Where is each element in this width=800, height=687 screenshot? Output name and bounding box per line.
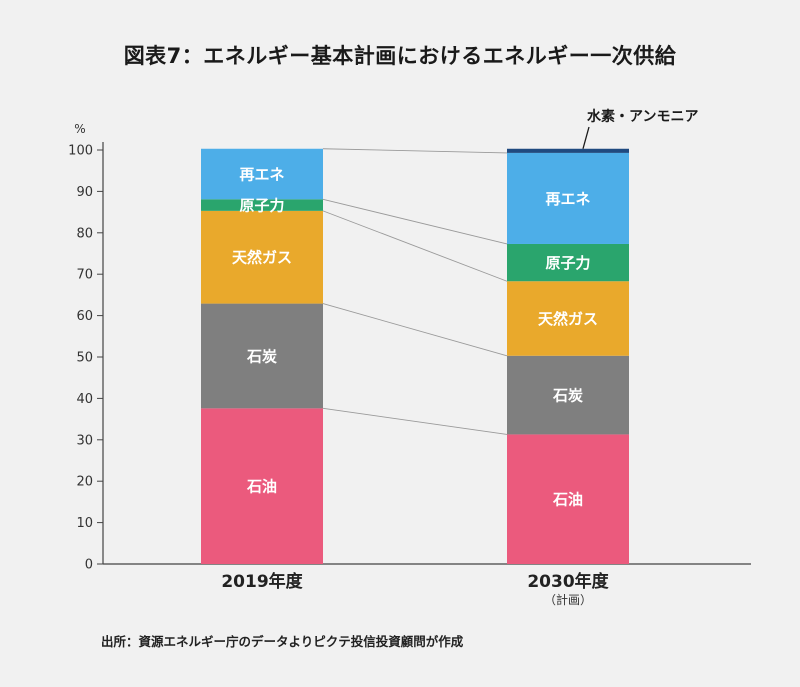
segment-label: 天然ガス bbox=[232, 249, 292, 267]
connector-line bbox=[322, 407, 508, 435]
bar-segment bbox=[201, 199, 323, 211]
bar-stacks bbox=[201, 148, 629, 564]
y-tick-label: 20 bbox=[76, 475, 93, 490]
connector-line bbox=[322, 303, 508, 357]
bar-segment bbox=[201, 303, 323, 409]
segment-label: 原子力 bbox=[545, 254, 590, 272]
bar-segment bbox=[201, 148, 323, 200]
bar-segment bbox=[507, 355, 629, 435]
y-tick-label: 30 bbox=[76, 433, 93, 448]
chart-labels: 石油石炭天然ガス原子力再エネ2019年度石油石炭天然ガス原子力再エネ2030年度… bbox=[221, 108, 698, 607]
y-tick-label: 0 bbox=[85, 558, 93, 573]
category-label: 2019年度 bbox=[221, 571, 303, 592]
bar-segment bbox=[507, 148, 629, 153]
y-tick-label: 70 bbox=[76, 268, 93, 283]
annotation-leader-line bbox=[582, 126, 590, 149]
annotation-label: 水素・アンモニア bbox=[587, 108, 698, 125]
source-note: 出所：資源エネルギー庁のデータよりピクテ投信投資顧問が作成 bbox=[101, 634, 464, 649]
segment-label: 石炭 bbox=[246, 347, 277, 365]
segment-label: 天然ガス bbox=[538, 310, 598, 328]
segment-label: 石油 bbox=[246, 478, 277, 496]
y-tick-label: 80 bbox=[76, 226, 93, 241]
segment-label: 原子力 bbox=[239, 197, 284, 215]
segment-label: 石油 bbox=[552, 491, 583, 509]
connector-lines bbox=[322, 148, 508, 435]
y-axis-unit: % bbox=[74, 122, 85, 136]
chart-axes: 0 10 20 30 40 50 60 70 80 90 100% bbox=[68, 122, 751, 573]
bar-segment bbox=[507, 243, 629, 282]
y-tick-label: 90 bbox=[76, 185, 93, 200]
segment-label: 再エネ bbox=[545, 190, 590, 208]
y-tick-label: 40 bbox=[76, 392, 93, 407]
connector-line bbox=[322, 148, 508, 154]
bar-segment bbox=[507, 281, 629, 356]
category-sublabel: （計画） bbox=[544, 592, 592, 607]
bar-segment bbox=[507, 152, 629, 244]
bar-segment bbox=[201, 408, 323, 564]
y-tick-label: 50 bbox=[76, 351, 93, 366]
chart-title: 図表7：エネルギー基本計画におけるエネルギー一次供給 bbox=[123, 44, 677, 68]
bar-segment bbox=[201, 210, 323, 304]
connector-line bbox=[322, 210, 508, 282]
y-tick-label: 100 bbox=[68, 144, 93, 159]
category-label: 2030年度 bbox=[527, 571, 609, 592]
segment-label: 再エネ bbox=[239, 166, 284, 184]
connector-line bbox=[322, 198, 508, 245]
segment-label: 石炭 bbox=[552, 387, 583, 405]
bar-segment bbox=[507, 434, 629, 564]
y-tick-label: 60 bbox=[76, 309, 93, 324]
y-tick-label: 10 bbox=[76, 516, 93, 531]
